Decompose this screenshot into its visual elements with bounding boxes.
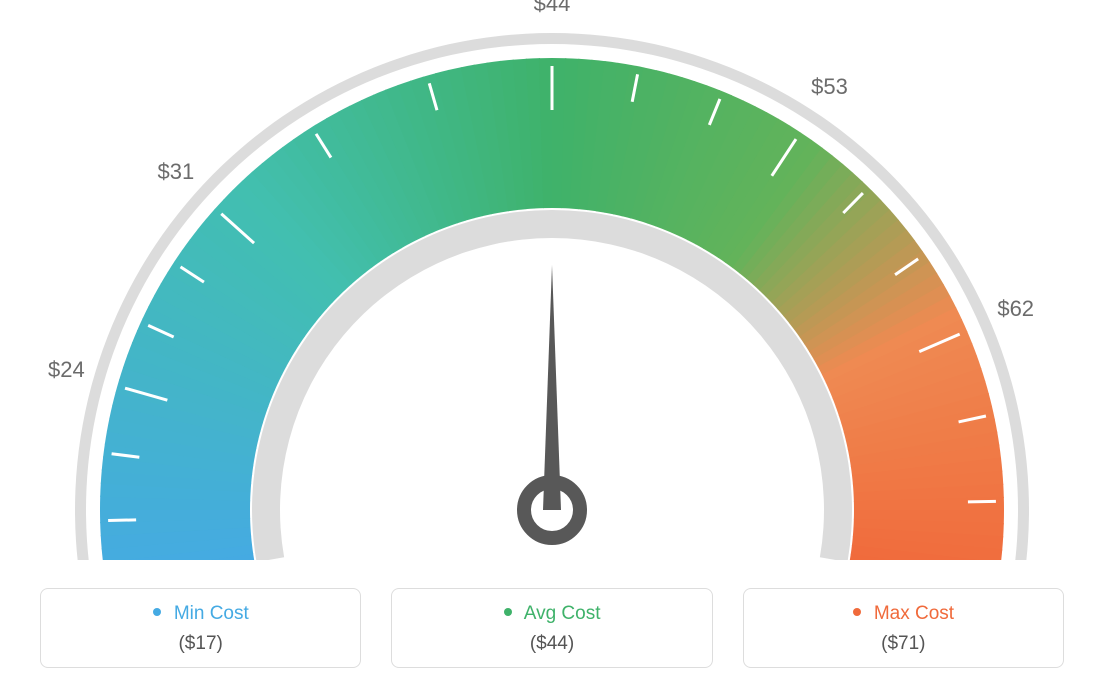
legend-title-max: Max Cost (744, 603, 1063, 625)
chart-wrap: $17$24$31$44$53$62$71 Min Cost ($17) Avg… (0, 0, 1104, 690)
gauge-tick-label: $62 (997, 296, 1034, 321)
legend-dot-avg (504, 608, 512, 616)
gauge-tick-label: $53 (811, 74, 848, 99)
legend-value-max: ($71) (744, 633, 1063, 655)
legend-label-min: Min Cost (174, 603, 249, 624)
gauge-tick-label: $44 (534, 0, 571, 16)
legend-dot-max (853, 608, 861, 616)
gauge-tick-label: $24 (48, 357, 85, 382)
legend-dot-min (153, 608, 161, 616)
legend-title-min: Min Cost (41, 603, 360, 625)
legend-value-avg: ($44) (392, 633, 711, 655)
gauge-tick-label: $31 (157, 159, 194, 184)
legend-label-max: Max Cost (874, 603, 954, 624)
legend-label-avg: Avg Cost (524, 603, 601, 624)
cost-gauge: $17$24$31$44$53$62$71 (0, 0, 1104, 560)
gauge-minor-tick (108, 520, 136, 521)
legend-value-min: ($17) (41, 633, 360, 655)
gauge-minor-tick (968, 501, 996, 502)
legend-card-max: Max Cost ($71) (743, 588, 1064, 668)
legend-card-min: Min Cost ($17) (40, 588, 361, 668)
gauge-area: $17$24$31$44$53$62$71 (0, 0, 1104, 560)
legend-row: Min Cost ($17) Avg Cost ($44) Max Cost (… (40, 588, 1064, 668)
gauge-needle (543, 265, 561, 510)
legend-title-avg: Avg Cost (392, 603, 711, 625)
legend-card-avg: Avg Cost ($44) (391, 588, 712, 668)
